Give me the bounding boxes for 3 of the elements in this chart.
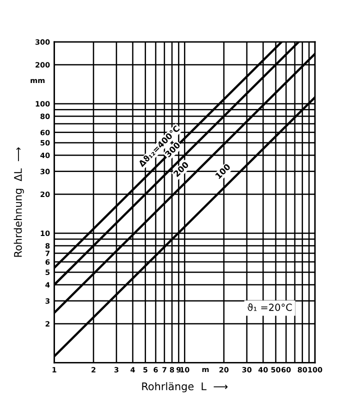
- x-axis-title: Rohrlänge L ⟶: [142, 382, 228, 392]
- annotation: ϑ₁ =20°C: [248, 303, 292, 311]
- y-axis-title: Rohrdehnung ΔL ⟶: [14, 147, 24, 257]
